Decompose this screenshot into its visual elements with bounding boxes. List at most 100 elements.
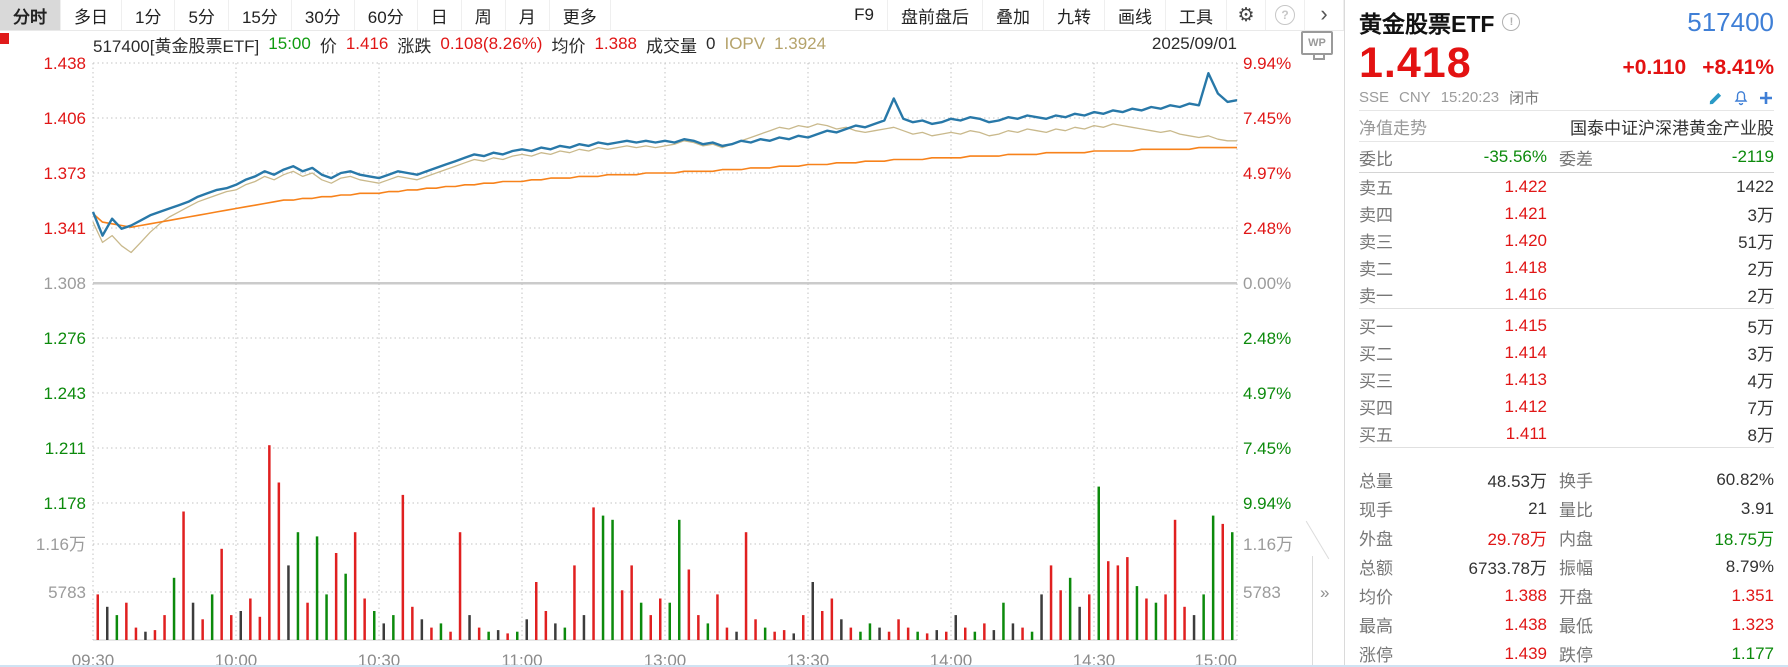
exchange-label: SSE (1359, 89, 1390, 106)
add-plus-icon[interactable] (1758, 90, 1774, 106)
edit-pencil-icon[interactable] (1708, 90, 1724, 106)
bid-label: 买三 (1359, 372, 1393, 391)
stats-row-avg-open: 均价 1.388 开盘 1.351 (1359, 585, 1774, 608)
tab-multiday[interactable]: 多日 (61, 0, 122, 30)
svg-text:2.48%: 2.48% (1243, 329, 1291, 348)
chevron-right-icon[interactable]: › (1305, 0, 1344, 30)
bid-row-4[interactable]: 买四 1.412 7万 (1359, 393, 1774, 420)
quote-title-row: 黄金股票ETF ! 517400 (1359, 5, 1774, 39)
ask-label: 卖一 (1359, 287, 1393, 306)
nav-trend-row: 净值走势 国泰中证沪深港黄金产业股 (1359, 111, 1774, 142)
tracked-index-name: 国泰中证沪深港黄金产业股 (1570, 118, 1774, 138)
ask-price: 1.420 (1504, 230, 1547, 250)
svg-text:15:00: 15:00 (1194, 651, 1237, 667)
tab-1min[interactable]: 1分 (122, 0, 176, 30)
nine-turn-button[interactable]: 九转 (1044, 0, 1105, 30)
ask-row-4[interactable]: 卖四 1.421 3万 (1359, 200, 1774, 227)
avg-value: 1.388 (594, 34, 637, 53)
volume-label: 成交量 (646, 36, 697, 56)
ask-price: 1.418 (1504, 257, 1547, 277)
bid-row-5[interactable]: 买五 1.411 8万 (1359, 420, 1774, 447)
bid-book: 买一 1.415 5万 买二 1.414 3万 买三 1.413 4万 买四 1.412 7万 … (1359, 309, 1774, 448)
bid-row-2[interactable]: 买二 1.414 3万 (1359, 339, 1774, 366)
stats-row-outer-inner: 外盘 29.78万 内盘 18.75万 (1359, 530, 1774, 549)
svg-text:10:30: 10:30 (358, 651, 401, 667)
bid-volume: 8万 (1747, 426, 1774, 445)
bid-row-3[interactable]: 买三 1.413 4万 (1359, 366, 1774, 393)
bid-price: 1.414 (1504, 342, 1547, 362)
ask-volume: 1422 (1736, 176, 1774, 196)
weibi-label: 委比 (1359, 149, 1393, 169)
last-price: 1.418 (1359, 39, 1472, 87)
bid-label: 买四 (1359, 399, 1393, 418)
ask-label: 卖三 (1359, 233, 1393, 252)
avg-label: 均价 (551, 36, 586, 56)
bid-price: 1.412 (1504, 396, 1547, 416)
ask-row-1[interactable]: 卖一 1.416 2万 (1359, 281, 1774, 308)
tab-30min[interactable]: 30分 (292, 0, 355, 30)
svg-text:14:00: 14:00 (930, 651, 973, 667)
settings-gear-icon[interactable]: ⚙ (1227, 0, 1266, 30)
ask-price: 1.421 (1504, 203, 1547, 223)
svg-text:1.373: 1.373 (43, 164, 86, 183)
tab-daily[interactable]: 日 (418, 0, 462, 30)
svg-text:2.48%: 2.48% (1243, 219, 1291, 238)
iopv-label: IOPV (724, 34, 766, 53)
tab-weekly[interactable]: 周 (462, 0, 506, 30)
svg-text:13:00: 13:00 (644, 651, 687, 667)
ask-label: 卖二 (1359, 260, 1393, 279)
pre-post-market-button[interactable]: 盘前盘后 (888, 0, 983, 30)
security-name: 黄金股票ETF (1359, 11, 1495, 37)
bid-price: 1.415 (1504, 315, 1547, 335)
svg-text:7.45%: 7.45% (1243, 439, 1291, 458)
info-icon[interactable]: ! (1502, 13, 1521, 31)
ask-volume: 2万 (1747, 260, 1774, 279)
overlay-button[interactable]: 叠加 (983, 0, 1044, 30)
ask-book: 卖五 1.422 1422 卖四 1.421 3万 卖三 1.420 51万 卖二 1.418… (1359, 173, 1774, 309)
bid-label: 买一 (1359, 318, 1393, 337)
svg-text:10:00: 10:00 (215, 651, 258, 667)
intraday-chart[interactable]: 1.438 1.406 1.373 1.341 1.308 1.276 1.243 1.211… (0, 56, 1344, 667)
ask-row-5[interactable]: 卖五 1.422 1422 (1359, 173, 1774, 200)
draw-line-button[interactable]: 画线 (1105, 0, 1166, 30)
svg-text:5783: 5783 (1243, 583, 1281, 602)
stats-row-turnover: 总额 6733.78万 振幅 8.79% (1359, 556, 1774, 579)
svg-text:4.97%: 4.97% (1243, 384, 1291, 403)
svg-text:1.276: 1.276 (43, 329, 86, 348)
svg-text:1.243: 1.243 (43, 384, 86, 403)
panel-tab-edge (1312, 556, 1313, 667)
wp-widget-icon[interactable]: WP (1301, 31, 1333, 60)
bid-volume: 4万 (1747, 372, 1774, 391)
svg-text:1.308: 1.308 (43, 274, 86, 293)
ask-row-3[interactable]: 卖三 1.420 51万 (1359, 227, 1774, 254)
tab-60min[interactable]: 60分 (355, 0, 418, 30)
f9-button[interactable]: F9 (841, 0, 888, 30)
iopv-value: 1.3924 (774, 34, 827, 53)
ask-label: 卖五 (1359, 179, 1393, 198)
ask-row-2[interactable]: 卖二 1.418 2万 (1359, 254, 1774, 281)
svg-text:09:30: 09:30 (72, 651, 115, 667)
stats-row-lot: 现手 21 量比 3.91 (1359, 498, 1774, 521)
alert-bell-icon[interactable] (1733, 90, 1749, 106)
weicha-label: 委差 (1559, 149, 1593, 169)
stats-row-volume: 总量 48.53万 换手 60.82% (1359, 469, 1774, 492)
tab-intraday[interactable]: 分时 (0, 0, 61, 30)
tab-monthly[interactable]: 月 (506, 0, 550, 30)
bid-label: 买二 (1359, 345, 1393, 364)
panel-expand-handle[interactable]: » (1320, 583, 1330, 602)
help-icon[interactable]: ? (1266, 0, 1305, 30)
last-tick-time: 15:00 (268, 34, 311, 53)
stats-table: 总量 48.53万 换手 60.82% 现手 21 量比 3.91 外盘 29.78万 内盘 18… (1359, 465, 1774, 667)
tab-5min[interactable]: 5分 (175, 0, 229, 30)
bid-row-1[interactable]: 买一 1.415 5万 (1359, 312, 1774, 339)
security-code: 517400 (1687, 6, 1774, 37)
bid-volume: 7万 (1747, 399, 1774, 418)
bid-label: 买五 (1359, 426, 1393, 445)
tab-more[interactable]: 更多 (550, 0, 611, 30)
svg-text:14:30: 14:30 (1073, 651, 1116, 667)
tab-15min[interactable]: 15分 (229, 0, 292, 30)
ask-volume: 51万 (1738, 233, 1774, 252)
price-value: 1.416 (345, 34, 389, 53)
tools-button[interactable]: 工具 (1166, 0, 1227, 30)
